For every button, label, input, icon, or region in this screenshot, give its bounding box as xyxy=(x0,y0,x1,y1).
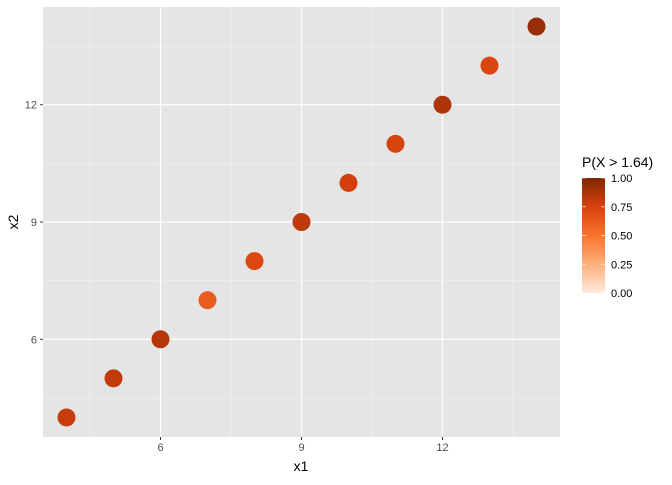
legend-colorbar xyxy=(582,178,605,293)
data-point xyxy=(339,173,358,192)
x-tick-label: 6 xyxy=(157,442,163,454)
x-axis-label: x1 xyxy=(294,458,309,474)
data-point xyxy=(57,408,76,427)
y-tick-label: 6 xyxy=(31,334,37,346)
legend-tick-label: 0.25 xyxy=(611,259,632,271)
x-tick-label: 12 xyxy=(436,442,448,454)
data-point xyxy=(292,213,311,231)
data-point xyxy=(386,134,405,153)
axes: 6 9 12 6 9 12 xyxy=(25,100,449,454)
data-point xyxy=(198,291,217,310)
y-tick-label: 12 xyxy=(25,100,37,112)
data-point xyxy=(245,252,264,271)
legend-tick-label: 1.00 xyxy=(611,173,632,185)
x-tick-label: 9 xyxy=(298,442,304,454)
legend-tick-label: 0.50 xyxy=(611,231,632,243)
legend-tick-label: 0.75 xyxy=(611,202,632,214)
legend-title: P(X > 1.64) xyxy=(582,154,653,170)
data-point xyxy=(480,56,499,75)
data-point xyxy=(527,17,546,36)
points xyxy=(57,17,546,427)
data-point xyxy=(151,330,170,349)
legend-ticks: 0.00 0.25 0.50 0.75 1.00 xyxy=(582,173,632,300)
legend-tick-label: 0.00 xyxy=(611,288,632,300)
y-axis-label: x2 xyxy=(5,214,21,229)
y-tick-label: 9 xyxy=(31,217,37,229)
data-point xyxy=(433,95,452,114)
data-point xyxy=(104,369,123,388)
